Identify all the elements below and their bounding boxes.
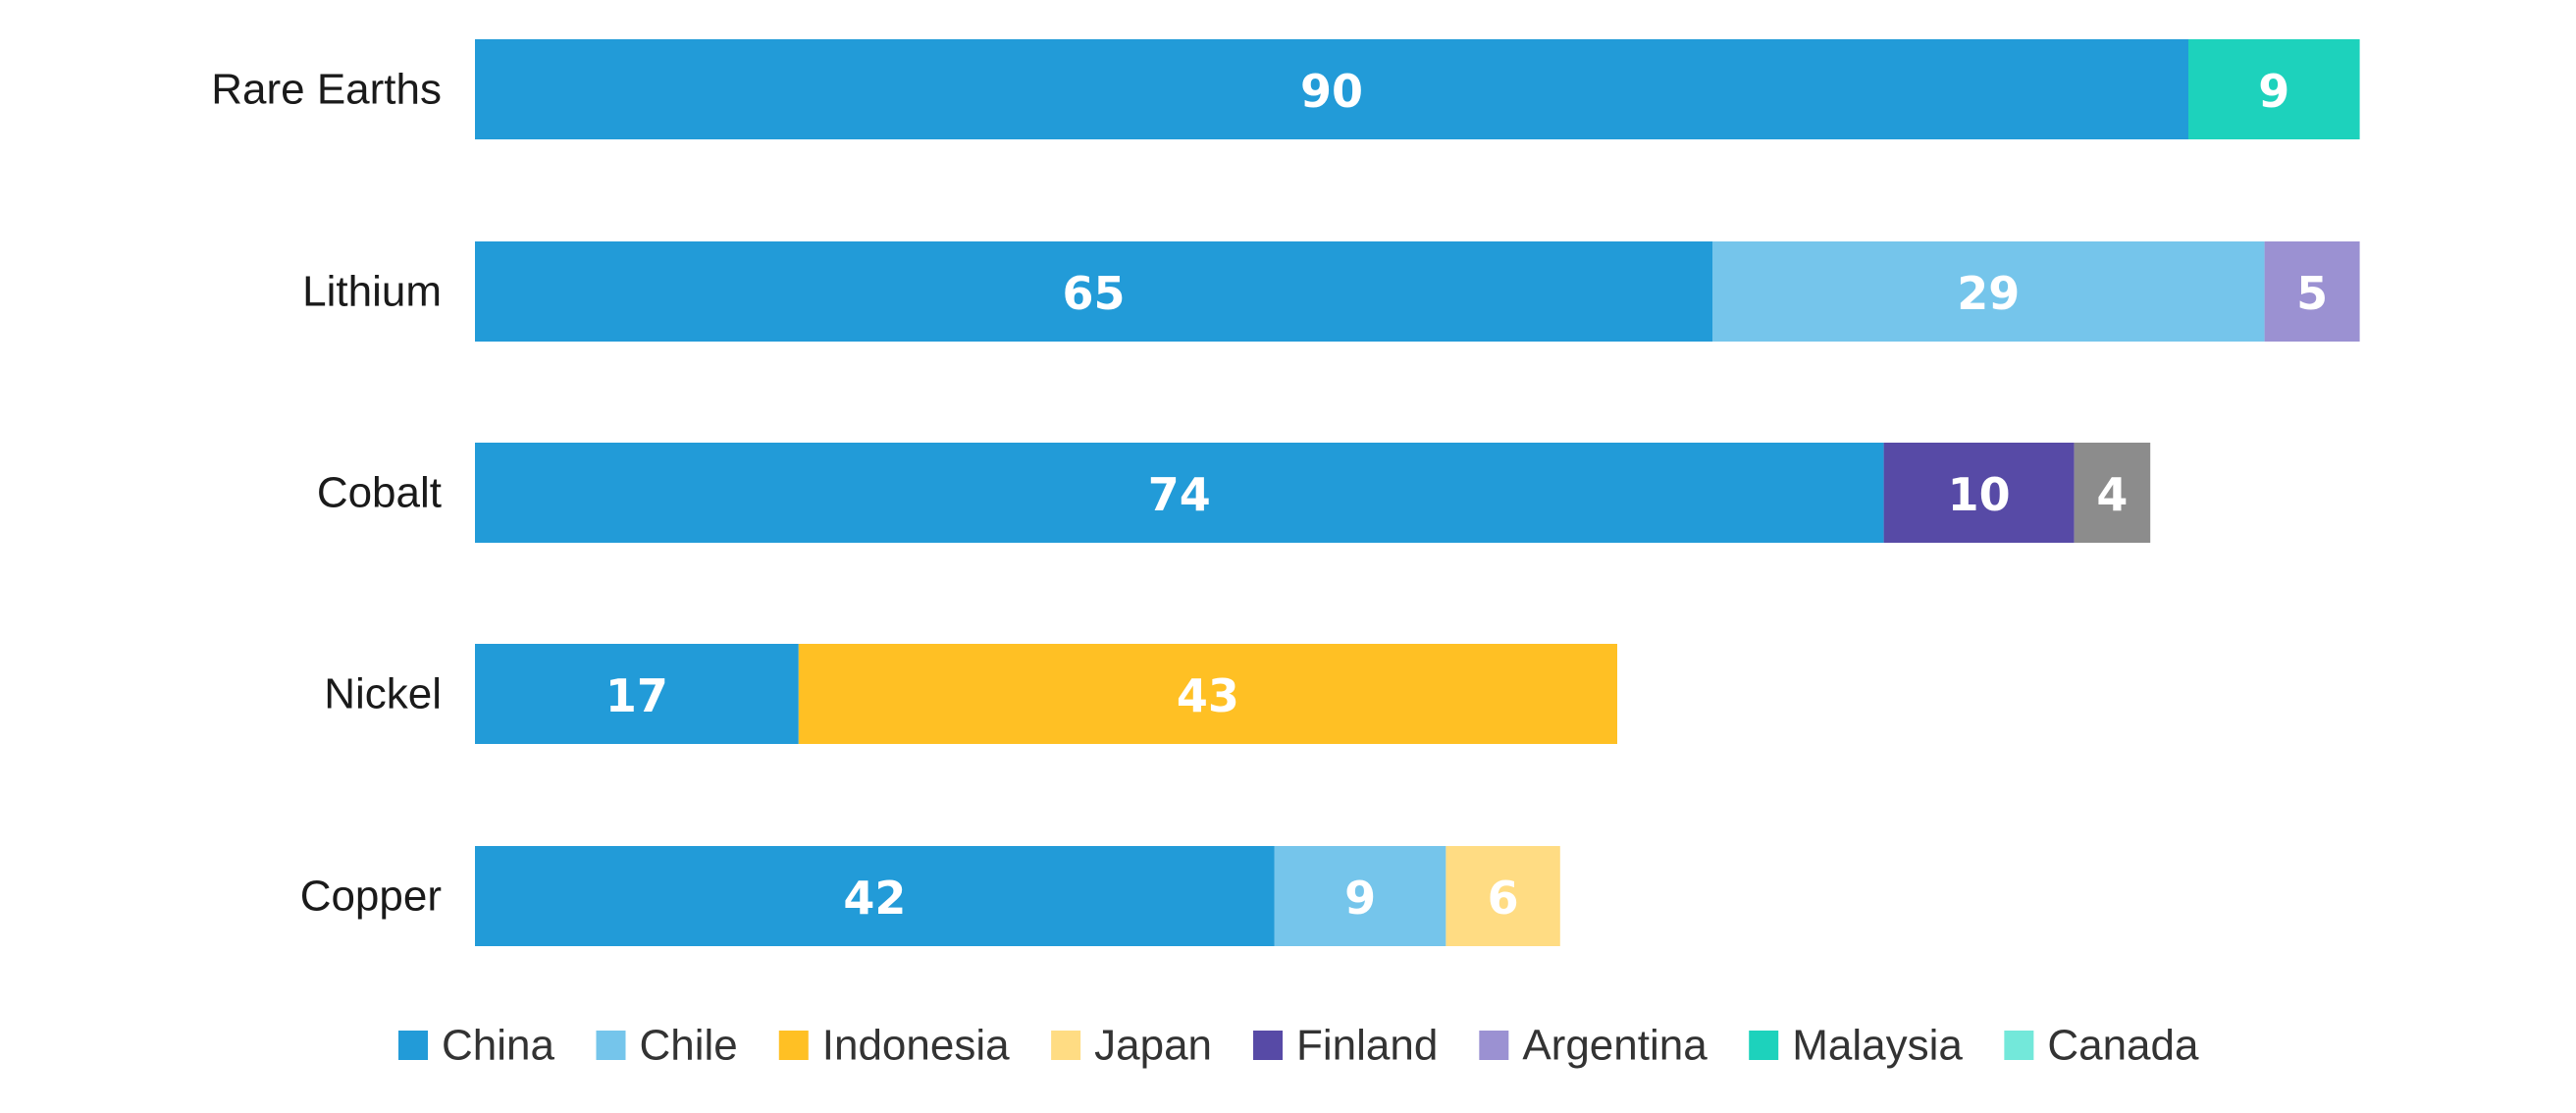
legend-swatch-argentina: [1479, 1031, 1509, 1060]
legend-swatch-chile: [596, 1031, 626, 1060]
legend-item-argentina: Argentina: [1479, 1022, 1708, 1070]
legend-swatch-finland: [1253, 1031, 1284, 1060]
data-label-lithium-chile: 29: [1957, 267, 2020, 320]
legend-swatch-canada: [2004, 1031, 2034, 1060]
legend-swatch-indonesia: [778, 1031, 809, 1060]
bar-cobalt-finland: [1883, 443, 2075, 543]
data-label-copper-japan: 6: [1488, 872, 1519, 925]
legend-label-malaysia: Malaysia: [1792, 1022, 1963, 1070]
category-label-copper: Copper: [300, 873, 442, 921]
legend-label-finland: Finland: [1296, 1022, 1438, 1070]
category-label-cobalt: Cobalt: [317, 469, 442, 517]
legend-label-argentina: Argentina: [1522, 1022, 1708, 1070]
category-label-nickel: Nickel: [324, 670, 442, 718]
bars-layer: 90 9 65 29 5 74 10 4 17 43 42 9 6: [475, 39, 2360, 946]
legend-item-canada: Canada: [2004, 1022, 2199, 1070]
category-label-lithium: Lithium: [302, 268, 442, 316]
legend-label-chile: Chile: [639, 1022, 737, 1070]
legend-item-indonesia: Indonesia: [778, 1022, 1010, 1070]
bar-lithium-chile: [1712, 241, 2265, 342]
legend-swatch-malaysia: [1749, 1031, 1779, 1060]
bar-lithium-argentina: [2264, 241, 2360, 342]
legend-item-china: China: [398, 1022, 554, 1070]
bar-cobalt-other: [2074, 443, 2151, 543]
data-label-rare-earths-malaysia: 9: [2258, 65, 2289, 118]
bar-rare-earths-china: [475, 39, 2188, 139]
data-label-cobalt-china: 74: [1148, 468, 1211, 521]
category-label-rare-earths: Rare Earths: [211, 66, 442, 114]
data-label-lithium-argentina: 5: [2296, 267, 2328, 320]
bar-rare-earths-malaysia: [2188, 39, 2360, 139]
bar-nickel-china: [475, 644, 799, 744]
legend-label-japan: Japan: [1094, 1022, 1212, 1070]
bar-copper-japan: [1446, 846, 1560, 946]
data-label-lithium-china: 65: [1062, 267, 1125, 320]
bar-cobalt-china: [475, 443, 1884, 543]
legend-item-malaysia: Malaysia: [1749, 1022, 1963, 1070]
bar-lithium-china: [475, 241, 1712, 342]
legend-swatch-china: [398, 1031, 428, 1060]
data-label-cobalt-finland: 10: [1948, 468, 2011, 521]
data-label-nickel-indonesia: 43: [1177, 669, 1239, 722]
legend-item-finland: Finland: [1253, 1022, 1438, 1070]
data-label-cobalt-other: 4: [2096, 468, 2128, 521]
data-label-nickel-china: 17: [605, 669, 668, 722]
bar-copper-china: [475, 846, 1275, 946]
legend-label-china: China: [442, 1022, 554, 1070]
legend: China Chile Indonesia Japan Finland Argentina…: [398, 1022, 2199, 1070]
data-label-copper-chile: 9: [1344, 872, 1376, 925]
bar-nickel-indonesia: [798, 644, 1617, 744]
data-label-copper-china: 42: [843, 872, 906, 925]
category-labels: Rare Earths Lithium Cobalt Nickel Copper: [211, 66, 442, 921]
data-label-rare-earths-china: 90: [1300, 65, 1363, 118]
legend-swatch-japan: [1051, 1031, 1081, 1060]
bar-copper-chile: [1274, 846, 1446, 946]
legend-label-canada: Canada: [2047, 1022, 2199, 1070]
legend-item-chile: Chile: [596, 1022, 738, 1070]
legend-label-indonesia: Indonesia: [822, 1022, 1010, 1070]
legend-item-japan: Japan: [1051, 1022, 1212, 1070]
